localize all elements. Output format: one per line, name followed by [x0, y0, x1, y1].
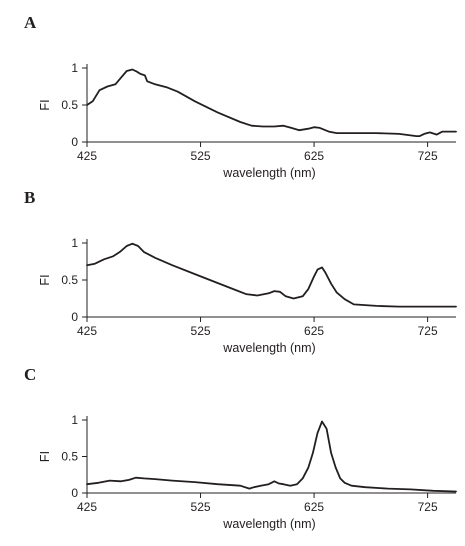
- panel-label: C: [24, 365, 36, 384]
- x-axis-title: wavelength (nm): [222, 341, 315, 355]
- x-tick-label: 425: [77, 500, 97, 514]
- x-tick-label: 625: [304, 324, 324, 338]
- x-tick-label: 525: [191, 149, 211, 163]
- x-tick-label: 725: [418, 149, 438, 163]
- x-axis-title: wavelength (nm): [222, 166, 315, 180]
- x-tick-label: 525: [191, 324, 211, 338]
- y-axis-title: FI: [38, 451, 52, 462]
- x-tick-label: 725: [418, 324, 438, 338]
- spectrum-line: [86, 242, 457, 308]
- y-tick-label: 0: [71, 135, 78, 149]
- x-tick-label: 425: [77, 149, 97, 163]
- y-tick-label: 0.5: [61, 273, 78, 287]
- y-tick-label: 0: [71, 310, 78, 324]
- chart-panel-a: A 0 0.5 1 425 525 625 725 FI wavelength (nm): [24, 13, 457, 180]
- y-tick-label: 0.5: [61, 450, 78, 464]
- spectrum-line: [86, 420, 457, 493]
- y-tick-label: 1: [71, 413, 78, 427]
- x-tick-label: 725: [418, 500, 438, 514]
- y-tick-label: 0.5: [61, 98, 78, 112]
- x-axis-title: wavelength (nm): [222, 517, 315, 531]
- x-tick-label: 425: [77, 324, 97, 338]
- x-tick-label: 625: [304, 149, 324, 163]
- chart-panel-b: B 0 0.5 1 425 525 625 725 FI wavelength (nm): [24, 188, 457, 355]
- y-tick-label: 1: [71, 61, 78, 75]
- x-tick-label: 525: [191, 500, 211, 514]
- spectrum-line: [86, 68, 457, 137]
- panel-label: B: [24, 188, 35, 207]
- x-tick-label: 625: [304, 500, 324, 514]
- y-tick-label: 1: [71, 236, 78, 250]
- y-axis-title: FI: [38, 274, 52, 285]
- y-axis-title: FI: [38, 99, 52, 110]
- chart-panel-c: C 0 0.5 1 425 525 625 725 FI wavelength (nm): [24, 365, 457, 531]
- panel-label: A: [24, 13, 37, 32]
- y-tick-label: 0: [71, 486, 78, 500]
